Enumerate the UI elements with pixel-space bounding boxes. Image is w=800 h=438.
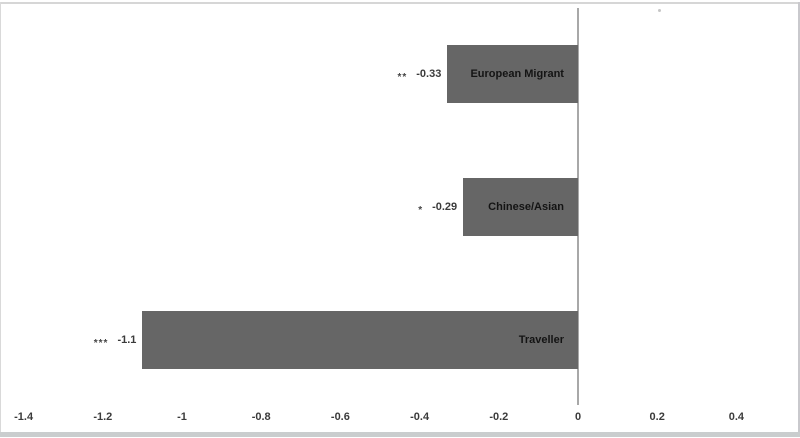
value-label: -1.1 [117,334,137,346]
value-label: -0.33 [416,68,442,80]
figure-border-left [0,2,1,432]
x-axis: -1.4 -1.2 -1 -0.8 -0.6 -0.4 -0.2 0 0.2 0.4 [0,411,800,427]
zero-axis-line [577,8,579,405]
figure-border-right [798,2,800,432]
value-label-group: * -0.29 [418,201,458,216]
bar-category-label: European Migrant [470,68,564,80]
figure-border-bottom [0,432,800,437]
significance-stars: *** [93,337,109,349]
x-tick-label: -0.2 [489,411,509,423]
significance-stars: ** [397,71,408,83]
value-label-group: *** -1.1 [93,334,137,349]
x-tick-label: 0 [574,411,582,423]
value-label-group: ** -0.33 [397,68,442,83]
x-tick-label: -0.4 [410,411,430,423]
x-tick-label: 0.4 [728,411,745,423]
bar: Traveller [142,311,578,369]
x-tick-label: -1.4 [14,411,34,423]
x-tick-label: -1.2 [93,411,113,423]
x-tick-label: -0.6 [330,411,350,423]
bar-category-label: Chinese/Asian [488,201,564,213]
x-tick-label: 0.2 [649,411,665,423]
speck-artifact [658,9,661,12]
bar-category-label: Traveller [518,334,564,346]
figure-border-top [0,2,800,4]
bar: Chinese/Asian [463,178,578,236]
bar: European Migrant [447,45,578,103]
value-label: -0.29 [432,201,458,213]
significance-stars: * [418,204,424,216]
x-tick-label: -1 [177,411,187,423]
x-tick-label: -0.8 [251,411,271,423]
